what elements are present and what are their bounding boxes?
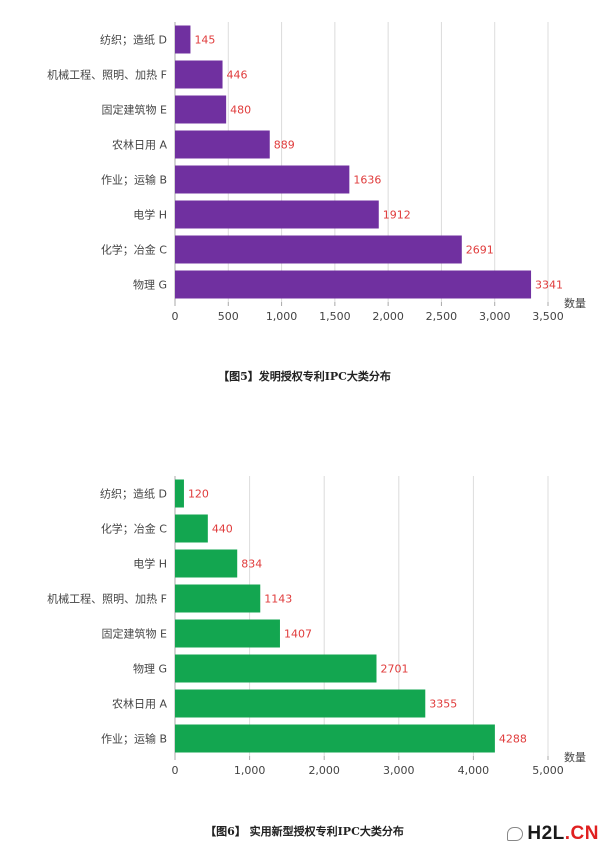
category-label: 纺织；造纸 D xyxy=(100,487,167,501)
bar-3 xyxy=(175,130,270,159)
invention-patent-bar-chart: 纺织；造纸 D 145 机械工程、照明、加热 F 446 固定建筑物 E 480 农林日用 … xyxy=(47,22,586,323)
x-tick-label: 4,000 xyxy=(458,764,490,777)
x-axis-title: 数量 xyxy=(564,751,586,764)
bar-2 xyxy=(175,549,238,578)
value-label: 480 xyxy=(230,104,251,117)
value-label: 889 xyxy=(274,139,295,152)
bar-7 xyxy=(175,270,532,299)
bar-0 xyxy=(175,25,191,54)
chart1-caption: 【图5】发明授权专利IPC大类分布 xyxy=(218,370,391,383)
x-tick-label: 2,000 xyxy=(308,764,340,777)
category-label: 机械工程、照明、加热 F xyxy=(47,68,167,82)
x-tick-label: 2,500 xyxy=(426,310,458,323)
x-tick-label: 5,000 xyxy=(532,764,564,777)
x-tick-label: 3,000 xyxy=(479,310,511,323)
category-label: 农林日用 A xyxy=(112,138,167,152)
bar-4 xyxy=(175,165,350,194)
category-label: 机械工程、照明、加热 F xyxy=(47,592,167,606)
bar-4 xyxy=(175,619,280,648)
value-label: 145 xyxy=(194,34,215,47)
bar-1 xyxy=(175,60,223,89)
value-label: 1143 xyxy=(264,593,292,606)
watermark: H2L.CN xyxy=(507,823,599,845)
category-label: 农林日用 A xyxy=(112,697,167,711)
bar-7 xyxy=(175,724,495,753)
category-label: 物理 G xyxy=(133,662,167,676)
category-label: 纺织；造纸 D xyxy=(100,33,167,47)
value-label: 3341 xyxy=(535,279,563,292)
value-label: 1407 xyxy=(284,628,312,641)
category-label: 化学；冶金 C xyxy=(101,243,167,257)
category-label: 物理 G xyxy=(133,278,167,292)
value-label: 2701 xyxy=(380,663,408,676)
category-label: 作业；运输 B xyxy=(101,173,167,187)
x-tick-label: 1,500 xyxy=(319,310,351,323)
bar-2 xyxy=(175,95,227,124)
x-tick-label: 0 xyxy=(172,764,179,777)
x-axis-title: 数量 xyxy=(564,297,586,310)
wechat-bubble-icon xyxy=(507,827,524,841)
x-tick-label: 2,000 xyxy=(372,310,404,323)
x-tick-label: 0 xyxy=(172,310,179,323)
category-label: 作业；运输 B xyxy=(101,732,167,746)
bar-0 xyxy=(175,479,184,508)
value-label: 834 xyxy=(241,558,262,571)
value-label: 4288 xyxy=(499,733,527,746)
value-label: 3355 xyxy=(429,698,457,711)
category-label: 固定建筑物 E xyxy=(102,627,167,641)
bar-5 xyxy=(175,654,377,683)
x-tick-label: 1,000 xyxy=(234,764,266,777)
bar-3 xyxy=(175,584,261,613)
bar-5 xyxy=(175,200,379,229)
x-tick-label: 1,000 xyxy=(266,310,298,323)
bar-6 xyxy=(175,235,462,264)
x-tick-label: 3,500 xyxy=(532,310,564,323)
x-tick-label: 3,000 xyxy=(383,764,415,777)
utility-model-bar-chart: 纺织；造纸 D 120 化学；冶金 C 440 电学 H 834 机械工程、照明、加热 F 1… xyxy=(47,476,586,777)
category-label: 固定建筑物 E xyxy=(102,103,167,117)
category-label: 电学 H xyxy=(133,557,167,571)
value-label: 120 xyxy=(188,488,209,501)
chart2-caption: 【图6】 实用新型授权专利IPC大类分布 xyxy=(205,825,404,838)
x-tick-label: 500 xyxy=(218,310,239,323)
value-label: 2691 xyxy=(466,244,494,257)
category-label: 电学 H xyxy=(133,208,167,222)
value-label: 446 xyxy=(227,69,248,82)
value-label: 1636 xyxy=(353,174,381,187)
category-label: 化学；冶金 C xyxy=(101,522,167,536)
value-label: 440 xyxy=(212,523,233,536)
bar-1 xyxy=(175,514,208,543)
bar-6 xyxy=(175,689,426,718)
value-label: 1912 xyxy=(383,209,411,222)
watermark-logo: H2L.CN xyxy=(527,823,599,844)
